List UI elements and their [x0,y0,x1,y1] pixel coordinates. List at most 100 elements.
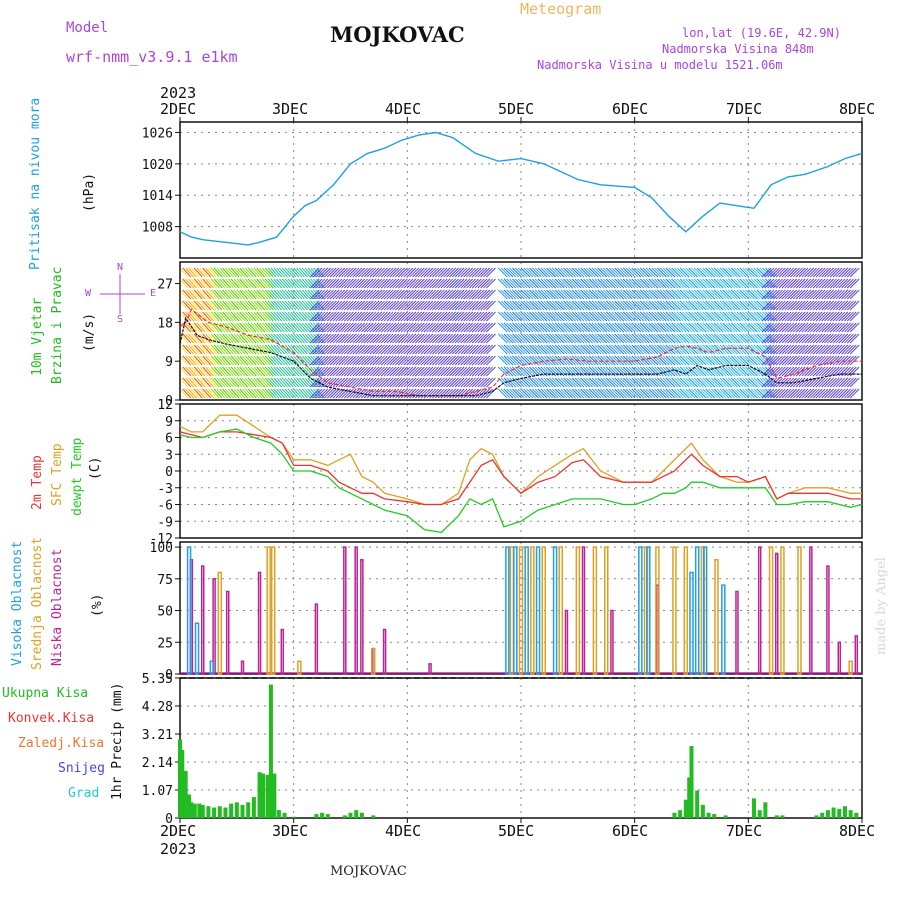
wind-barb [273,278,283,289]
wind-barb [603,311,613,322]
wind-barb [352,322,363,333]
wind-barb [543,300,554,311]
wind-barb [256,278,266,289]
wind-barb [662,322,673,333]
wind-barb [523,289,534,300]
wind-barb [443,322,454,333]
wind-barb [628,333,639,344]
precip-bar [180,749,185,818]
wind-barb [620,355,630,366]
wind-barb [355,267,366,278]
wind-barb [821,344,832,355]
wind-barb [642,333,653,344]
wind-barb [264,311,274,322]
wind-barb [517,289,528,300]
wind-barb [460,289,471,300]
wind-barb [682,366,693,377]
wind-barb [329,311,340,322]
wind-barb [688,300,699,311]
wind-barb [182,344,192,355]
wind-barb [386,388,397,399]
wind-barb [526,322,537,333]
wind-barb [540,333,551,344]
wind-barb [426,322,437,333]
wind-barb [620,388,630,399]
wind-barb [332,311,343,322]
wind-barb [500,388,511,399]
wind-barb [375,278,385,289]
wind-barb [634,377,645,388]
wind-barb [449,388,459,399]
compass-north: N [117,262,124,273]
wind-barb [557,311,568,322]
wind-barb [775,333,786,344]
wind-barb [801,300,812,311]
wind-barb [466,267,476,278]
wind-barb [315,366,326,377]
wind-barb [628,322,639,333]
wind-barb [279,355,288,366]
mid-cloud-bar [530,546,535,675]
wind-barb [205,377,214,388]
wind-barb [583,300,593,311]
wind-barb [375,267,385,278]
wind-barb [759,300,770,311]
wind-barb [798,366,809,377]
wind-barb [471,355,482,366]
wind-barb [829,278,840,289]
wind-barb [457,289,468,300]
wind-barb [426,388,437,399]
wind-barb [403,333,414,344]
wind-barb [256,344,266,355]
wind-barb [617,267,627,278]
y-tick-label-temp: 9 [165,415,173,430]
wind-barb [397,344,408,355]
wind-barb [574,322,585,333]
wind-barb [190,289,200,300]
wind-barb [631,377,642,388]
wind-barb [583,333,593,344]
precip-bar [197,803,202,818]
wind-barb [210,355,220,366]
wind-barb [651,333,662,344]
wind-barb [637,267,647,278]
wind-barb [253,289,263,300]
wind-barb [838,377,849,388]
wind-barb [440,322,451,333]
wind-barb [733,311,744,322]
wind-barb [827,388,837,399]
wind-barb [216,267,226,278]
y-tick-label-cloud: 0 [165,668,173,683]
wind-barb [784,333,795,344]
wind-barb [804,388,815,399]
wind-barb [812,267,823,278]
wind-barb [728,311,738,322]
wind-barb [705,278,716,289]
precip-bar [706,812,711,818]
wind-barb [233,355,243,366]
wind-barb [341,278,351,289]
wind-barb [188,388,197,399]
wind-barb [699,311,710,322]
wind-barb [264,300,274,311]
x-tick-label-top: 8DEC [839,100,876,118]
wind-barb [614,322,625,333]
wind-barb [230,322,240,333]
wind-barb [571,388,582,399]
wind-barb [463,300,474,311]
wind-barb [597,289,608,300]
y-tick-label-cloud: 25 [157,636,173,651]
wind-barb [409,267,420,278]
wind-barb [506,344,517,355]
wind-barb [276,300,285,311]
wind-barb [358,355,368,366]
wind-barb [634,333,645,344]
wind-barb [716,289,727,300]
wind-barb [824,322,834,333]
wind-barb [193,355,203,366]
wind-barb [514,366,525,377]
wind-barb [259,333,268,344]
wind-barb [446,311,456,322]
y-tick-label-temp: -3 [157,482,173,497]
wind-barb [213,278,223,289]
